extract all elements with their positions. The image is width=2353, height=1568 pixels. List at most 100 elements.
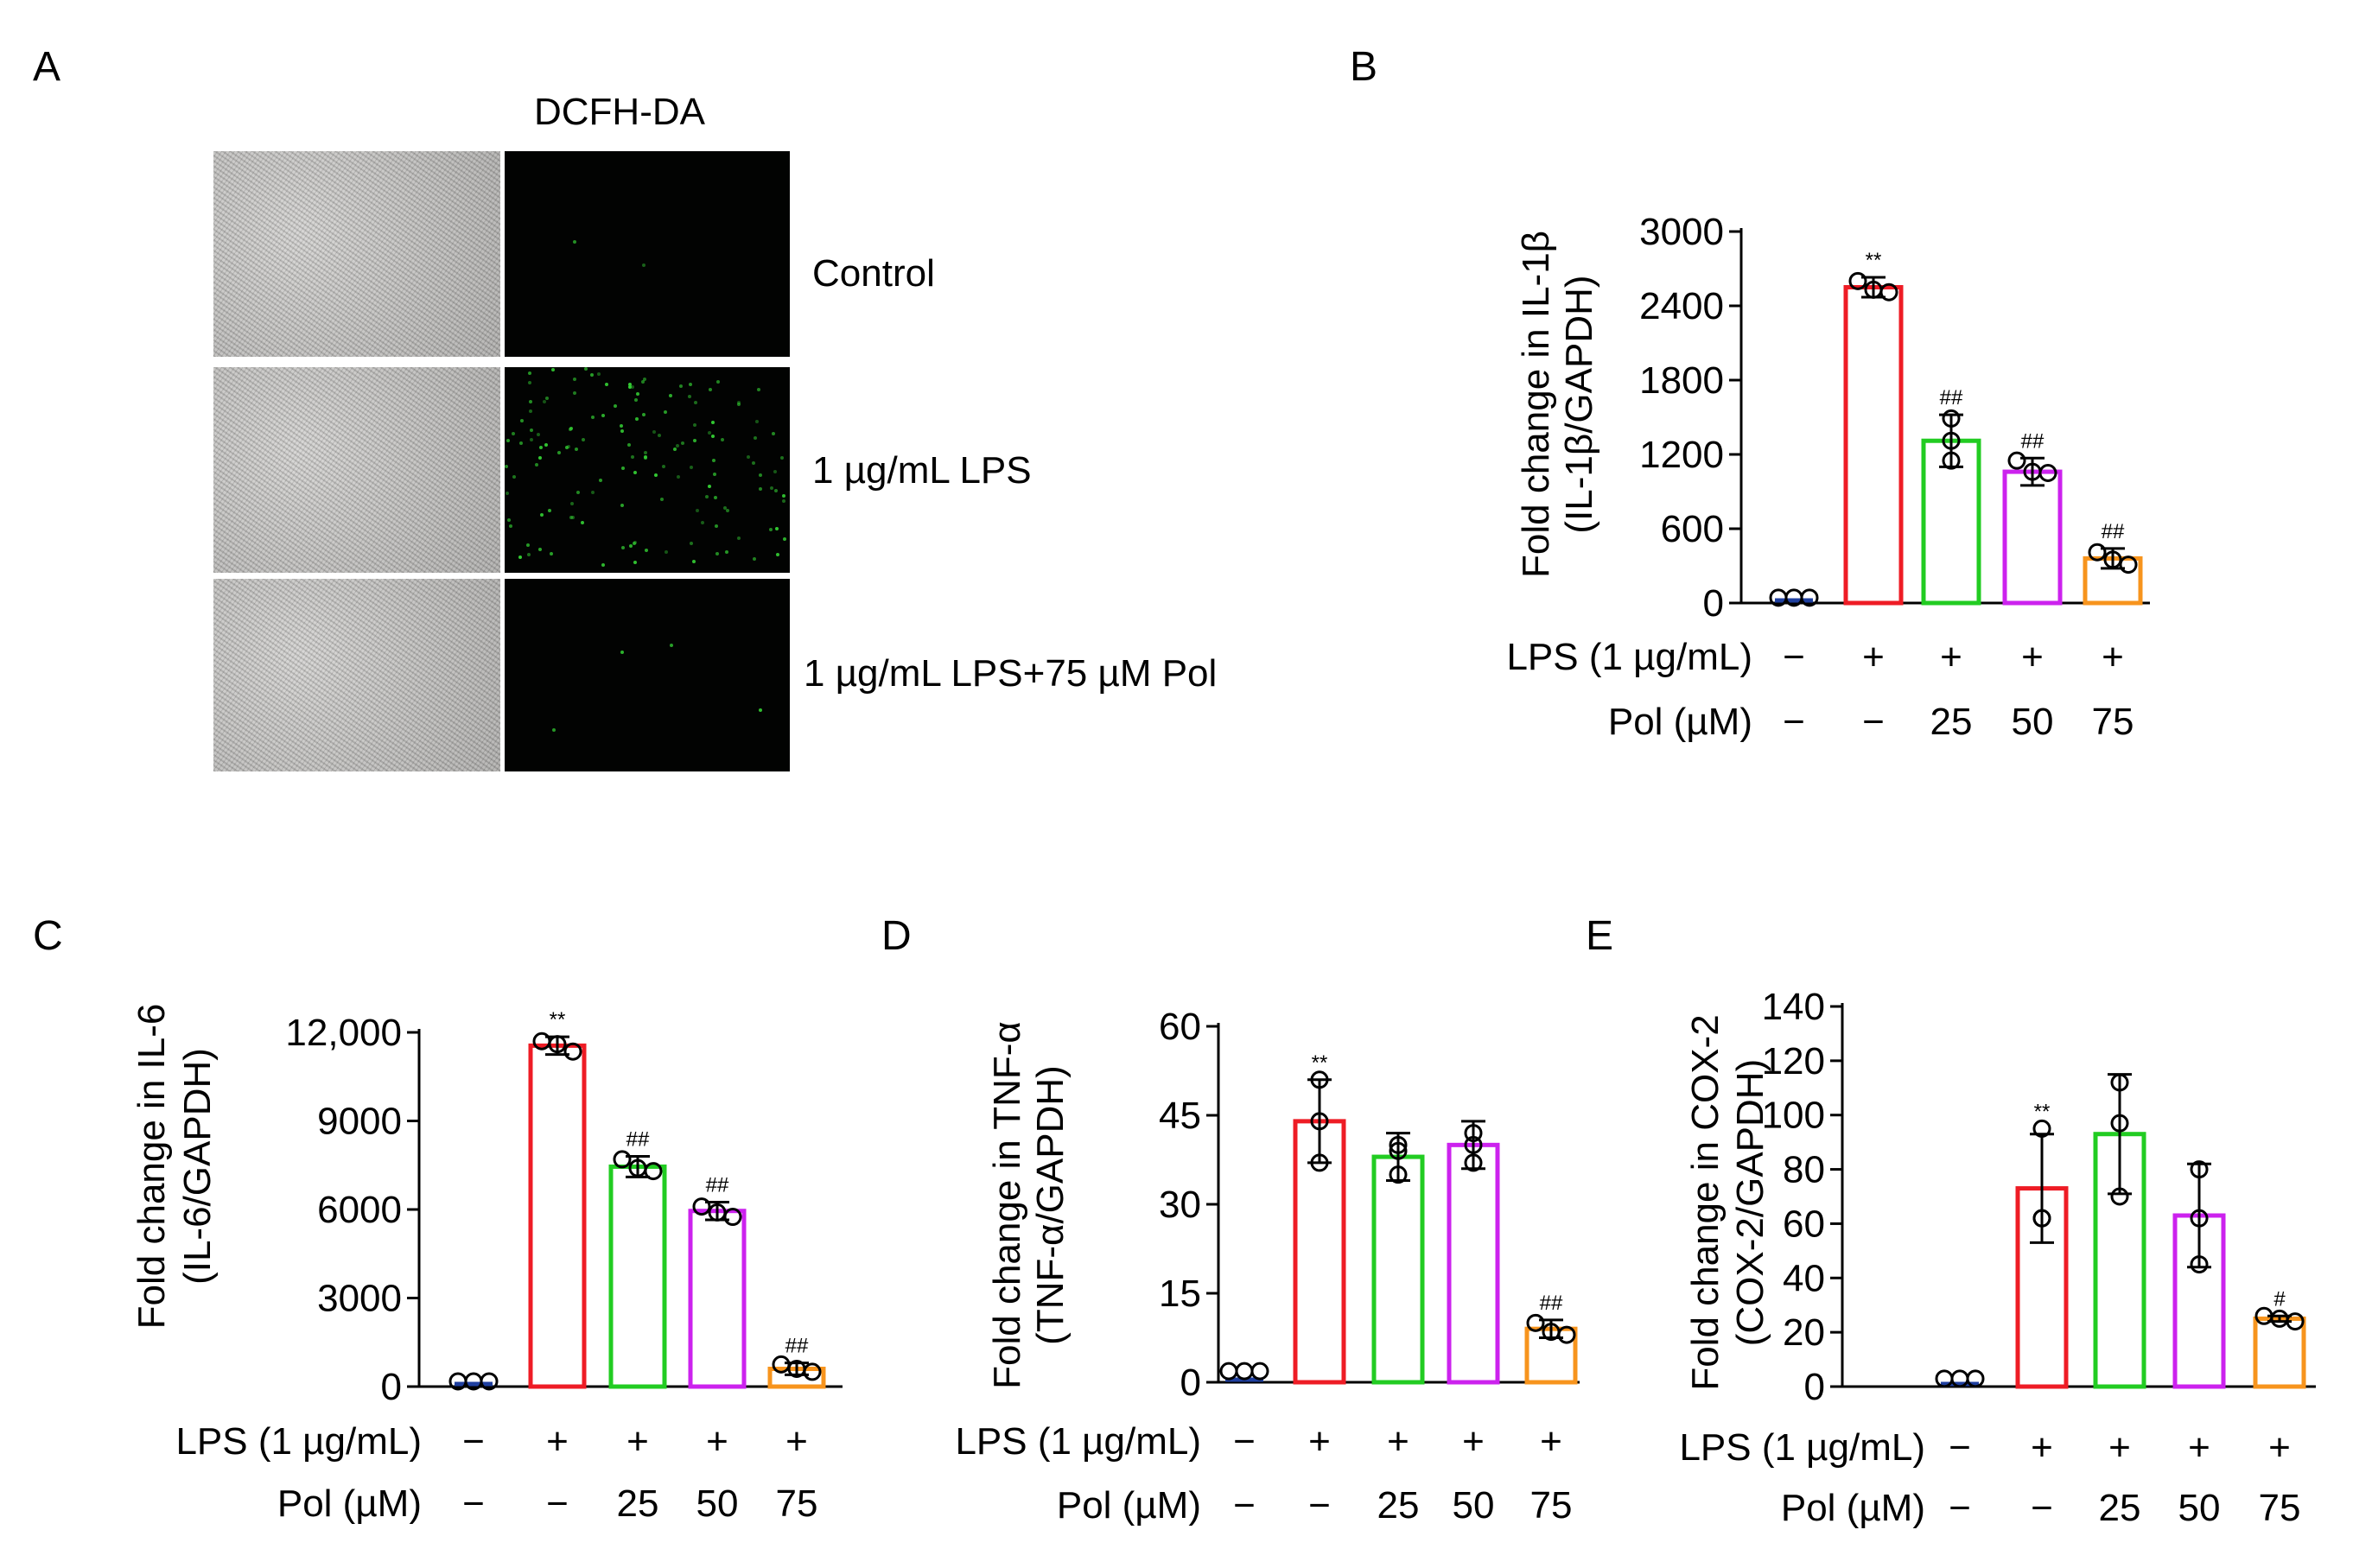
- fluorescence-signal-dot: [564, 446, 569, 450]
- significance-label-e: #: [2274, 1287, 2286, 1311]
- fluorescence-signal-dot: [537, 547, 542, 551]
- data-point-d: [1389, 1141, 1408, 1160]
- y-axis-subtitle-d: (TNF-α/GAPDH): [1029, 1065, 1072, 1345]
- fluorescence-signal-dot: [773, 489, 778, 493]
- fluorescence-signal-dot: [716, 380, 721, 384]
- lps-value-c: +: [626, 1420, 649, 1463]
- fluorescence-signal-dot: [529, 437, 533, 441]
- lps-value-c: +: [546, 1420, 569, 1463]
- data-point-d: [1389, 1165, 1408, 1184]
- y-tick-label-c: 3000: [317, 1278, 402, 1320]
- data-point-b: [2119, 555, 2138, 575]
- lps-value-b: +: [1862, 636, 1885, 678]
- fluorescence-signal-dot: [675, 444, 679, 448]
- fluorescence-signal-dot: [775, 553, 779, 557]
- significance-label-c: ##: [785, 1335, 809, 1358]
- lps-value-e: +: [2268, 1426, 2291, 1469]
- fluorescence-signal-dot: [627, 442, 632, 447]
- pol-value-b: 50: [2012, 701, 2054, 743]
- y-tick-label-c: 0: [381, 1366, 402, 1408]
- fluorescence-signal-dot: [569, 515, 574, 519]
- bar-c: [528, 1043, 587, 1389]
- lps-row-label-d: LPS (1 µg/mL): [955, 1420, 1201, 1463]
- pol-row-label-c: Pol (µM): [277, 1482, 422, 1525]
- significance-label-e: **: [2034, 1100, 2051, 1123]
- fluorescence-signal-dot: [627, 384, 632, 389]
- y-tick-label-c: 6000: [317, 1189, 402, 1231]
- lps-value-c: +: [785, 1420, 808, 1463]
- y-tick-label-d: 15: [1159, 1273, 1201, 1315]
- pol-row-label-d: Pol (µM): [1057, 1484, 1201, 1527]
- fluorescence-signal-dot: [621, 546, 626, 550]
- fluorescence-signal-dot: [753, 556, 757, 561]
- pol-value-c: −: [462, 1482, 485, 1525]
- lps-value-b: +: [1940, 636, 1962, 678]
- pol-value-c: 50: [696, 1482, 739, 1525]
- fluorescence-signal-dot: [690, 465, 694, 469]
- lps-value-e: +: [2108, 1426, 2131, 1469]
- fluorescence-signal-dot: [694, 401, 698, 405]
- pol-value-e: −: [2031, 1487, 2053, 1529]
- fluorescence-signal-dot: [591, 416, 595, 420]
- lps-value-d: +: [1462, 1420, 1485, 1463]
- significance-label-d: ##: [1540, 1292, 1563, 1315]
- significance-label-d: **: [1312, 1051, 1328, 1075]
- row-label-lps: 1 µg/mL LPS: [812, 449, 1032, 492]
- bar-c: [608, 1164, 667, 1389]
- fluorescence-signal-dot: [673, 448, 677, 452]
- bar-b: [2002, 469, 2063, 606]
- pol-value-d: −: [1308, 1484, 1331, 1527]
- data-point-d: [1310, 1153, 1329, 1172]
- data-point-d: [1219, 1362, 1238, 1381]
- fluorescence-signal-dot: [505, 465, 509, 469]
- fluorescence-signal-dot: [726, 509, 730, 513]
- panel-letter-c: C: [33, 913, 63, 959]
- fluorescence-signal-dot: [548, 509, 552, 513]
- data-point-b: [1942, 409, 1961, 428]
- fluorescence-signal-dot: [540, 513, 544, 517]
- data-point-e: [2110, 1073, 2129, 1092]
- y-tick-label-e: 0: [1804, 1366, 1825, 1408]
- fluorescence-signal-dot: [601, 562, 606, 567]
- y-tick-label-e: 80: [1783, 1149, 1825, 1191]
- lps-value-b: −: [1783, 636, 1805, 678]
- data-point-e: [2110, 1187, 2129, 1206]
- fluorescence-signal-dot: [520, 418, 525, 422]
- fluorescence-signal-dot: [544, 442, 548, 447]
- fluorescence-signal-dot: [774, 527, 779, 531]
- fluorescence-signal-dot: [635, 392, 639, 397]
- y-axis-title-e: Fold change in COX-2: [1684, 1014, 1727, 1390]
- fluorescence-signal-dot: [576, 490, 580, 494]
- fluorescence-signal-dot: [538, 456, 543, 460]
- lps-value-d: +: [1540, 1420, 1562, 1463]
- row-label-lps-pol: 1 µg/mL LPS+75 µM Pol: [804, 652, 1218, 695]
- fluorescence-signal-dot: [759, 487, 763, 491]
- data-point-d: [1464, 1153, 1483, 1172]
- fluorescence-signal-dot: [539, 445, 544, 449]
- fluorescence-signal-dot: [598, 479, 602, 483]
- lps-value-d: −: [1233, 1420, 1256, 1463]
- fluorescence-signal-dot: [557, 451, 562, 455]
- pol-value-e: 25: [2099, 1487, 2141, 1529]
- fluorescence-signal-dot: [628, 543, 633, 548]
- fluorescence-signal-dot: [536, 433, 540, 437]
- fluorescence-signal-dot: [653, 473, 658, 477]
- significance-label-c: ##: [626, 1128, 650, 1152]
- fluorescence-signal-dot: [543, 400, 547, 404]
- data-point-e: [2032, 1209, 2051, 1228]
- significance-label-c: ##: [706, 1173, 729, 1197]
- lps-row-label-b: LPS (1 µg/mL): [1506, 636, 1752, 678]
- fluorescence-signal-dot: [707, 431, 711, 435]
- panel-letter-b: B: [1350, 44, 1378, 90]
- fluorescence-signal-dot: [712, 473, 716, 477]
- pol-value-b: 25: [1930, 701, 1973, 743]
- fluorescence-signal-dot: [511, 432, 515, 436]
- y-tick-label-b: 3000: [1639, 211, 1724, 253]
- y-tick-label-e: 40: [1783, 1257, 1825, 1299]
- data-point-b: [2038, 464, 2057, 482]
- panel-letter-e: E: [1586, 913, 1614, 959]
- fluorescence-signal-dot: [715, 524, 719, 528]
- fluorescence-signal-dot: [677, 475, 681, 479]
- y-tick-label-d: 0: [1180, 1362, 1201, 1404]
- fluorescence-signal-dot: [755, 420, 760, 424]
